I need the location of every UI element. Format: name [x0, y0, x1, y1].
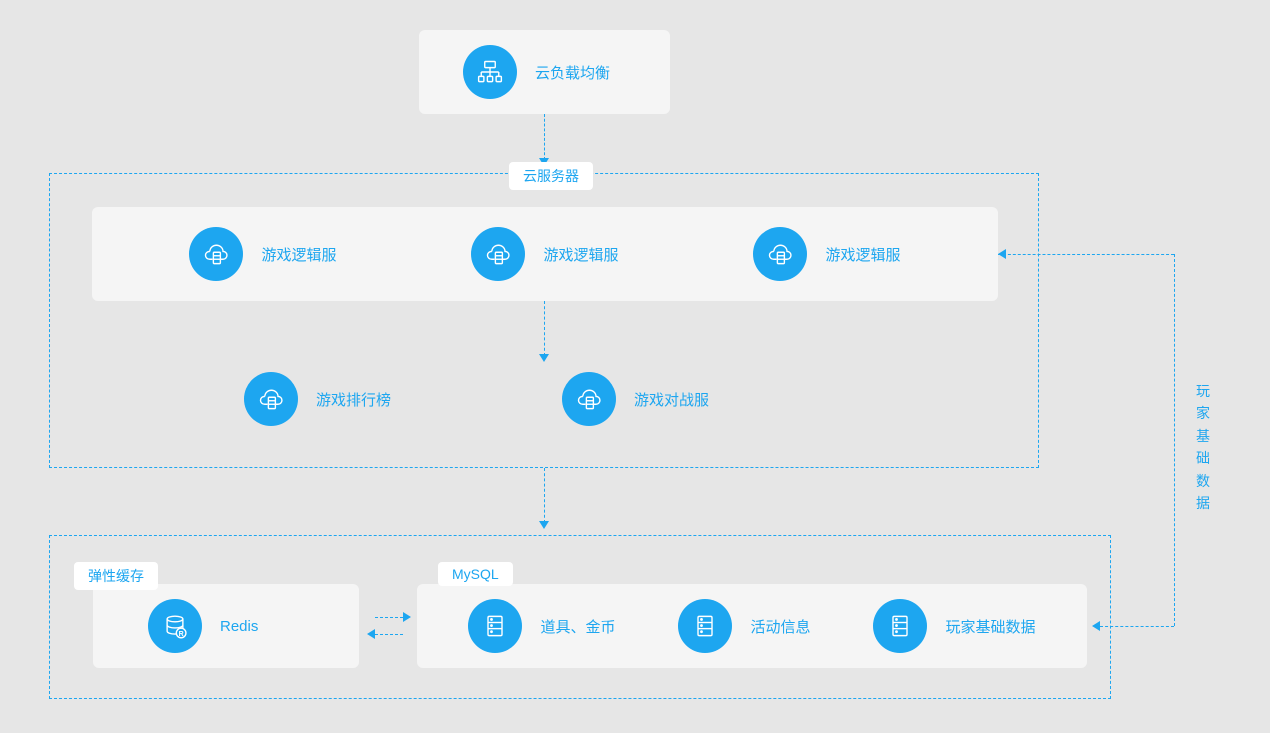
node-ranking: 游戏排行榜 — [244, 372, 391, 426]
redis-icon: R — [148, 599, 202, 653]
svg-text:R: R — [179, 631, 184, 638]
cloud-db-icon — [753, 227, 807, 281]
connector — [544, 114, 545, 160]
connector — [1100, 626, 1174, 627]
connector — [544, 468, 545, 523]
redis-label: Redis — [220, 618, 258, 635]
cloud-db-icon — [244, 372, 298, 426]
logic2-label: 游戏逻辑服 — [543, 244, 618, 265]
connector — [544, 301, 545, 356]
arrow-icon — [403, 612, 411, 622]
row-game-logic: 游戏逻辑服 游戏逻辑服 — [92, 207, 998, 301]
ranking-label: 游戏排行榜 — [316, 389, 391, 410]
cloud-db-icon — [562, 372, 616, 426]
row-mysql: 道具、金币 活动信息 — [417, 584, 1087, 668]
db-icon — [873, 599, 927, 653]
playerdata-label: 玩家基础数据 — [945, 616, 1035, 637]
lb-icon — [463, 45, 517, 99]
node-logic-2: 游戏逻辑服 — [471, 227, 618, 281]
battle-label: 游戏对战服 — [634, 389, 709, 410]
db-icon — [678, 599, 732, 653]
logic1-label: 游戏逻辑服 — [261, 244, 336, 265]
cloud-db-icon — [471, 227, 525, 281]
connector — [375, 617, 403, 618]
connector — [375, 634, 403, 635]
pill-mysql: MySQL — [438, 562, 513, 586]
node-load-balancer: 云负载均衡 — [419, 30, 670, 114]
arrow-icon — [539, 354, 549, 362]
activity-label: 活动信息 — [750, 616, 810, 637]
architecture-diagram: 云负载均衡 云服务器 游戏逻辑服 — [0, 0, 1270, 733]
node-activity: 活动信息 — [678, 599, 810, 653]
db-icon — [468, 599, 522, 653]
node-items: 道具、金币 — [468, 599, 615, 653]
arrow-icon — [998, 249, 1006, 259]
node-logic-3: 游戏逻辑服 — [753, 227, 900, 281]
node-playerdata: 玩家基础数据 — [873, 599, 1035, 653]
arrow-icon — [367, 629, 375, 639]
node-redis: R Redis — [93, 584, 359, 668]
cloud-db-icon — [189, 227, 243, 281]
connector — [998, 254, 1174, 255]
items-label: 道具、金币 — [540, 616, 615, 637]
pill-cloud-server: 云服务器 — [509, 162, 593, 190]
node-battle: 游戏对战服 — [562, 372, 709, 426]
logic3-label: 游戏逻辑服 — [825, 244, 900, 265]
connector — [1174, 254, 1175, 626]
side-label: 玩家基础数据 — [1195, 380, 1211, 514]
pill-cache: 弹性缓存 — [74, 562, 158, 590]
arrow-icon — [1092, 621, 1100, 631]
node-logic-1: 游戏逻辑服 — [189, 227, 336, 281]
lb-label: 云负载均衡 — [535, 62, 610, 83]
arrow-icon — [539, 521, 549, 529]
